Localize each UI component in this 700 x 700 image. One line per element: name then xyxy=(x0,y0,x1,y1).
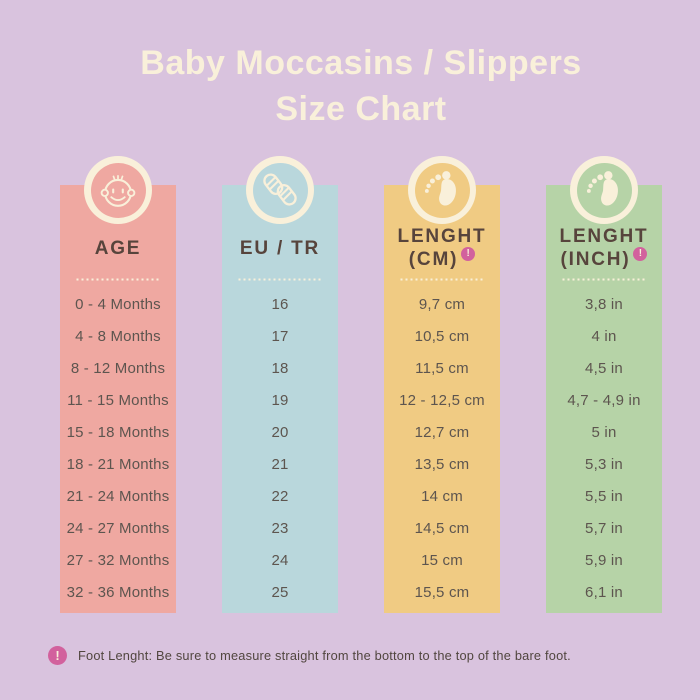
table-cell: 10,5 cm xyxy=(414,328,470,346)
table-cell: 23 xyxy=(271,519,289,537)
table-cell: 24 - 27 Months xyxy=(66,519,170,537)
size-table: AGE 0 - 4 Months 4 - 8 Months 8 - 12 Months… xyxy=(60,156,662,613)
table-cell: 14,5 cm xyxy=(414,519,470,537)
dotted-divider xyxy=(75,278,161,281)
table-cell: 22 xyxy=(271,487,289,505)
table-cell: 4,5 in xyxy=(585,360,623,378)
column-age: AGE 0 - 4 Months 4 - 8 Months 8 - 12 Months… xyxy=(60,156,176,613)
column-icon-circle xyxy=(408,156,476,224)
column-header: LENGHT (CM)! xyxy=(384,225,500,271)
column-eu-tr: EU / TR 16 17 18 19 20 21 22 23 24 25 xyxy=(222,156,338,613)
column-header-line: LENGHT xyxy=(398,225,487,248)
table-cell: 27 - 32 Months xyxy=(66,551,170,569)
column-icon-circle xyxy=(84,156,152,224)
table-cell: 9,7 cm xyxy=(418,296,466,314)
table-cell: 19 xyxy=(271,392,289,410)
footprint-icon xyxy=(576,162,632,218)
table-cell: 21 - 24 Months xyxy=(66,487,170,505)
table-cell: 16 xyxy=(271,296,289,314)
table-cell: 12,7 cm xyxy=(414,424,470,442)
exclamation-badge-icon: ! xyxy=(633,246,648,261)
column-length-inch: LENGHT (INCH)! 3,8 in 4 in 4,5 in 4,7 - 4,9 i… xyxy=(546,156,662,613)
footprint-icon xyxy=(414,162,470,218)
table-cell: 4 - 8 Months xyxy=(75,328,161,346)
column-header-text: LENGHT xyxy=(397,226,487,247)
column-rows: 3,8 in 4 in 4,5 in 4,7 - 4,9 in 5 in 5,3 in 5,… xyxy=(546,289,662,608)
title-line-2: Size Chart xyxy=(275,90,447,128)
table-cell: 0 - 4 Months xyxy=(75,296,161,314)
column-rows: 16 17 18 19 20 21 22 23 24 25 xyxy=(222,289,338,608)
exclamation-badge-icon: ! xyxy=(461,246,476,261)
table-cell: 5,5 in xyxy=(585,487,623,505)
column-header: LENGHT (INCH)! xyxy=(546,225,662,271)
table-cell: 15 cm xyxy=(421,551,463,569)
column-header-text: (INCH) xyxy=(560,249,631,270)
table-cell: 32 - 36 Months xyxy=(66,583,170,601)
column-header-text: (CM) xyxy=(408,249,459,270)
table-cell: 11,5 cm xyxy=(415,360,469,378)
table-cell: 20 xyxy=(271,424,289,442)
table-cell: 5 in xyxy=(591,424,617,442)
column-length-cm: LENGHT (CM)! 9,7 cm 10,5 cm 11,5 cm 12 - 12,5… xyxy=(384,156,500,613)
column-header-line: AGE xyxy=(95,237,142,260)
table-cell: 18 xyxy=(271,360,289,378)
table-cell: 14 cm xyxy=(421,487,463,505)
table-cell: 15 - 18 Months xyxy=(66,424,170,442)
column-header-line: (CM)! xyxy=(408,246,476,271)
table-cell: 4 in xyxy=(591,328,617,346)
dotted-divider xyxy=(561,278,647,281)
dotted-divider xyxy=(399,278,485,281)
title-line-1: Baby Moccasins / Slippers xyxy=(140,44,582,82)
column-header-text: LENGHT xyxy=(559,226,649,247)
column-header-text: AGE xyxy=(94,237,142,259)
footnote-text: Foot Lenght: Be sure to measure straight… xyxy=(78,647,571,663)
booties-icon xyxy=(252,162,308,218)
column-rows: 9,7 cm 10,5 cm 11,5 cm 12 - 12,5 cm 12,7 cm 1… xyxy=(384,289,500,608)
table-cell: 13,5 cm xyxy=(414,455,470,473)
table-cell: 6,1 in xyxy=(585,583,623,601)
page-title: Baby Moccasins / Slippers Size Chart xyxy=(0,40,700,132)
table-cell: 15,5 cm xyxy=(414,583,470,601)
footnote: ! Foot Lenght: Be sure to measure straig… xyxy=(48,645,571,665)
table-cell: 17 xyxy=(271,328,289,346)
column-icon-circle xyxy=(570,156,638,224)
column-header-text: EU / TR xyxy=(239,237,321,259)
column-header-line: EU / TR xyxy=(240,237,320,260)
table-cell: 24 xyxy=(271,551,289,569)
table-cell: 25 xyxy=(271,583,289,601)
column-header: AGE xyxy=(60,225,176,271)
table-cell: 21 xyxy=(271,455,289,473)
table-cell: 5,9 in xyxy=(585,551,623,569)
table-cell: 4,7 - 4,9 in xyxy=(567,392,641,410)
footnote-exclamation-icon: ! xyxy=(48,645,67,665)
table-cell: 5,7 in xyxy=(585,519,623,537)
table-cell: 11 - 15 Months xyxy=(67,392,169,410)
dotted-divider xyxy=(237,278,323,281)
table-cell: 18 - 21 Months xyxy=(66,455,170,473)
table-cell: 5,3 in xyxy=(585,455,623,473)
column-icon-circle xyxy=(246,156,314,224)
table-cell: 8 - 12 Months xyxy=(70,360,166,378)
table-cell: 3,8 in xyxy=(585,296,623,314)
column-header-line: (INCH)! xyxy=(560,246,648,271)
baby-face-icon xyxy=(90,162,146,218)
table-cell: 12 - 12,5 cm xyxy=(399,392,485,410)
column-rows: 0 - 4 Months 4 - 8 Months 8 - 12 Months 11 … xyxy=(60,289,176,608)
column-header: EU / TR xyxy=(222,225,338,271)
column-header-line: LENGHT xyxy=(560,225,649,248)
